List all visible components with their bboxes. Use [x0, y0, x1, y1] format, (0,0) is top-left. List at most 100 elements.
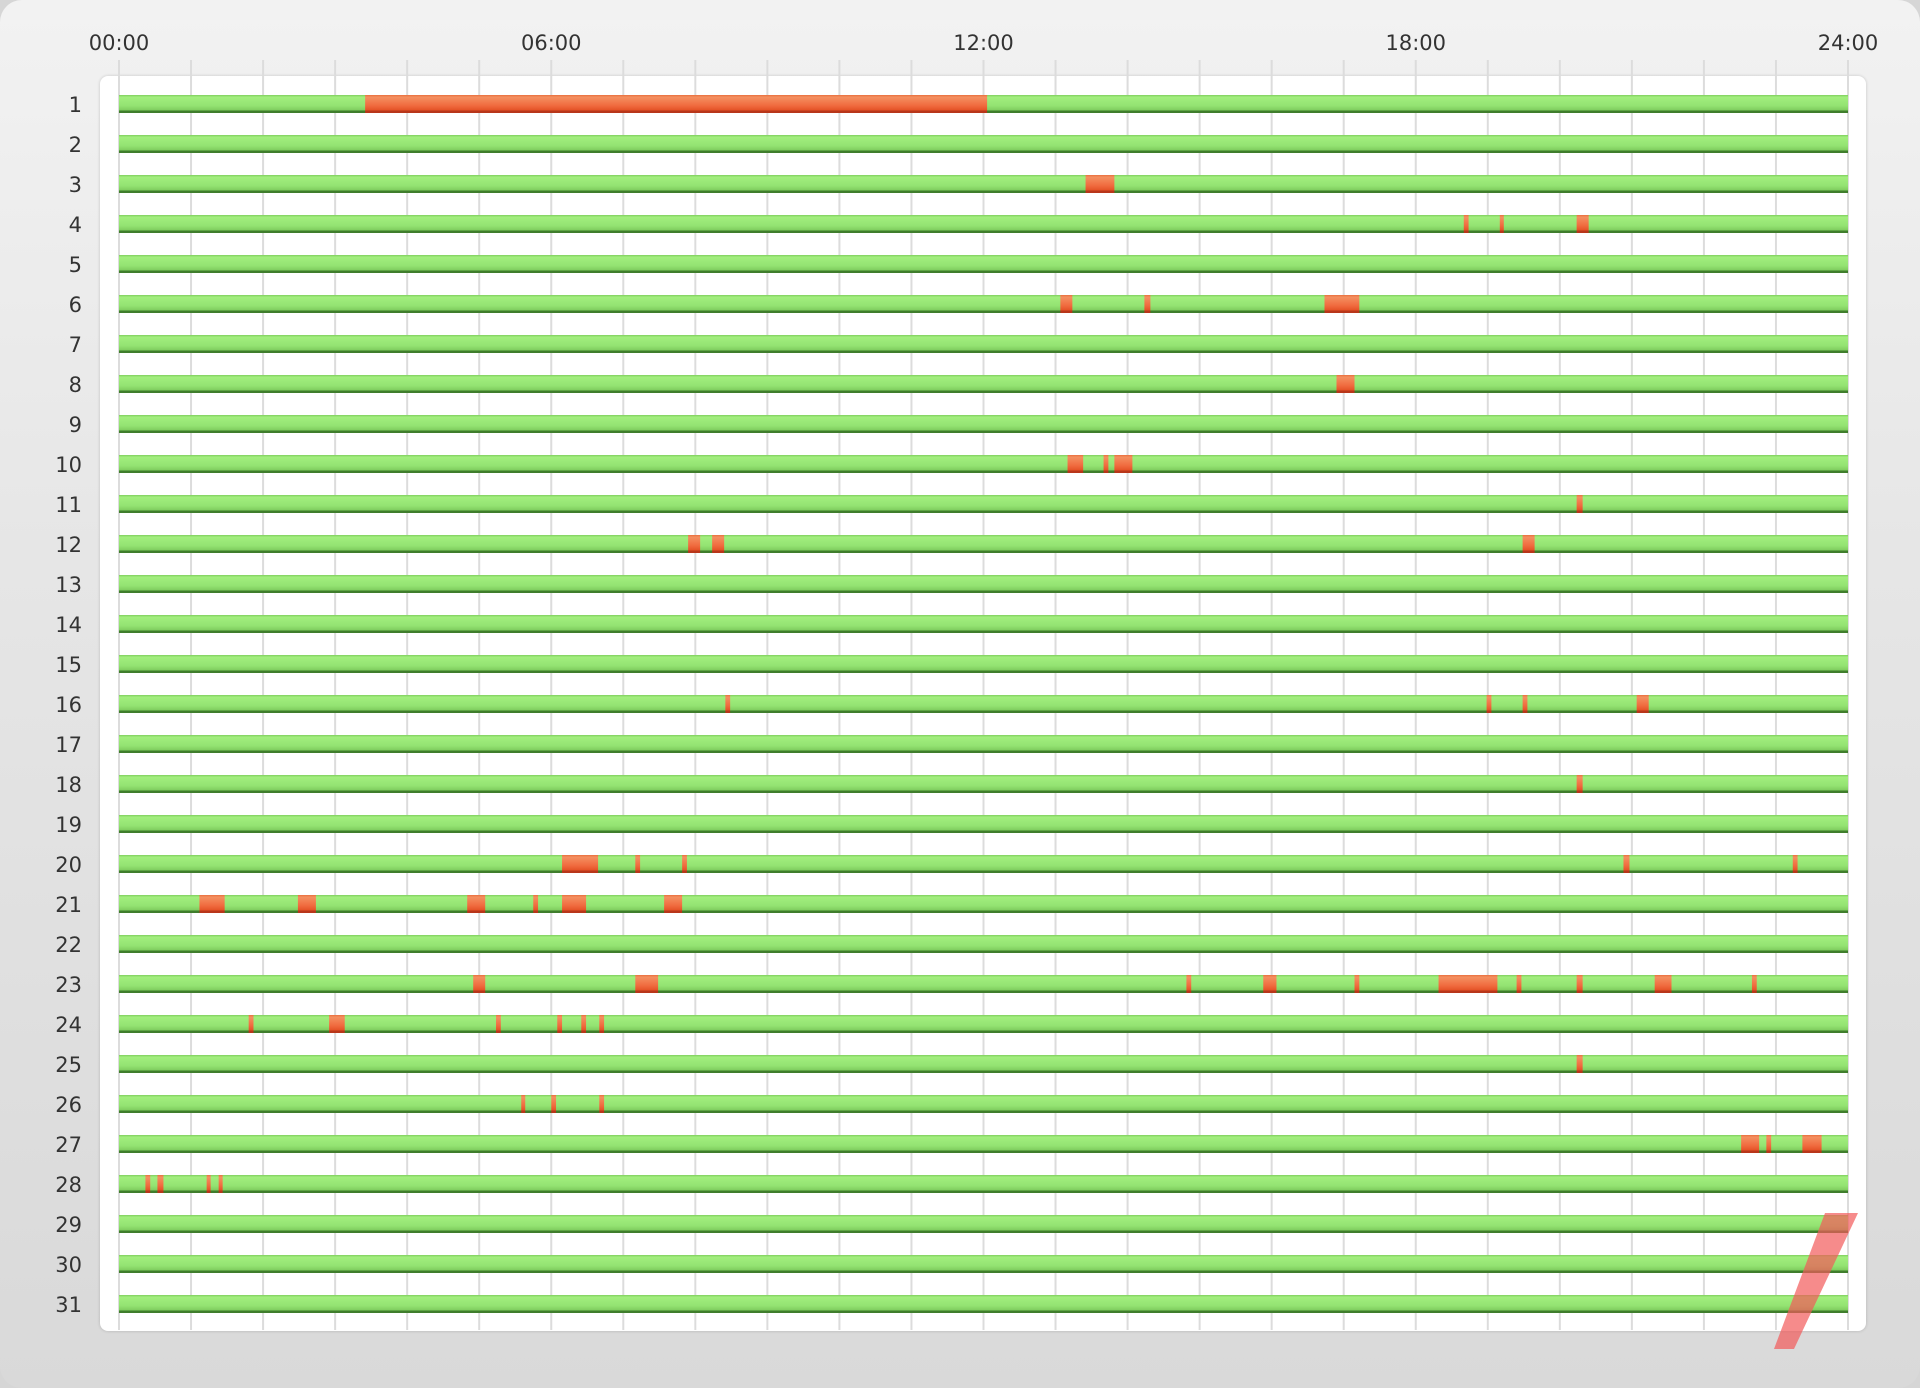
day-bar-normal [119, 895, 1848, 913]
x-tick-label: 18:00 [1385, 31, 1446, 55]
day-label: 20 [55, 853, 82, 877]
day-label: 2 [69, 133, 82, 157]
interruption-segment [1522, 535, 1535, 553]
x-tick-label: 00:00 [89, 31, 150, 55]
interruption-segment [1263, 975, 1277, 993]
interruption-segment [1623, 855, 1630, 873]
day-bar-normal [119, 935, 1848, 953]
interruption-segment [199, 895, 225, 913]
day-label: 27 [55, 1133, 82, 1157]
interruption-segment [1751, 975, 1757, 993]
day-bar-normal [119, 335, 1848, 353]
day-label: 4 [69, 213, 82, 237]
interruption-segment [1336, 375, 1355, 393]
day-bar-normal [119, 975, 1848, 993]
interruption-segment [581, 1015, 587, 1033]
day-label: 13 [55, 573, 82, 597]
x-tick-label: 12:00 [953, 31, 1014, 55]
interruption-segment [157, 1175, 164, 1193]
day-label: 5 [69, 253, 82, 277]
day-bar-normal [119, 615, 1848, 633]
interruption-segment [1576, 1055, 1583, 1073]
day-label: 8 [69, 373, 82, 397]
interruption-segment [1766, 1135, 1772, 1153]
interruption-segment [562, 895, 587, 913]
day-label: 25 [55, 1053, 82, 1077]
interruption-segment [206, 1175, 211, 1193]
day-bar-normal [119, 135, 1848, 153]
interruption-segment [1324, 295, 1360, 313]
interruption-segment [599, 1095, 605, 1113]
interruption-segment [1802, 1135, 1822, 1153]
interruption-segment [1516, 975, 1522, 993]
day-label: 12 [55, 533, 82, 557]
day-label: 28 [55, 1173, 82, 1197]
interruption-segment [682, 855, 687, 873]
day-bar-normal [119, 575, 1848, 593]
day-label: 3 [69, 173, 82, 197]
interruption-segment [1067, 455, 1084, 473]
day-bar-normal [119, 375, 1848, 393]
day-label: 7 [69, 333, 82, 357]
interruption-segment [551, 1095, 557, 1113]
day-label: 31 [55, 1293, 82, 1317]
interruption-segment [1060, 295, 1073, 313]
interruption-segment [1103, 455, 1109, 473]
day-label: 1 [69, 93, 82, 117]
day-bar-normal [119, 1215, 1848, 1233]
interruption-segment [1576, 775, 1583, 793]
day-bar-normal [119, 735, 1848, 753]
interruption-segment [218, 1175, 223, 1193]
interruption-segment [1636, 695, 1649, 713]
interruption-segment [1114, 455, 1133, 473]
interruption-segment [297, 895, 316, 913]
interruption-segment [635, 975, 659, 993]
interruption-segment [1576, 975, 1583, 993]
interruption-segment [1438, 975, 1498, 993]
interruption-segment [557, 1015, 563, 1033]
day-label: 30 [55, 1253, 82, 1277]
interruption-segment [1522, 695, 1528, 713]
x-tick-label: 06:00 [521, 31, 582, 55]
day-label: 18 [55, 773, 82, 797]
day-bar-normal [119, 1135, 1848, 1153]
day-label: 22 [55, 933, 82, 957]
day-label: 11 [55, 493, 82, 517]
interruption-segment [1741, 1135, 1760, 1153]
day-bar-normal [119, 255, 1848, 273]
day-bar-normal [119, 1175, 1848, 1193]
day-bar-normal [119, 495, 1848, 513]
day-bar-normal [119, 455, 1848, 473]
interruption-segment [1085, 175, 1115, 193]
day-bar-normal [119, 1295, 1848, 1313]
interruption-segment [1499, 215, 1504, 233]
day-label: 14 [55, 613, 82, 637]
day-label: 17 [55, 733, 82, 757]
day-bar-normal [119, 1255, 1848, 1273]
day-label: 6 [69, 293, 82, 317]
interruption-segment [688, 535, 701, 553]
interruption-segment [533, 895, 539, 913]
interruption-segment [1144, 295, 1151, 313]
day-bar-normal [119, 535, 1848, 553]
interruption-segment [725, 695, 731, 713]
day-bar-normal [119, 415, 1848, 433]
interruption-segment [365, 95, 988, 113]
interruption-segment [521, 1095, 526, 1113]
day-label: 16 [55, 693, 82, 717]
day-bar-normal [119, 295, 1848, 313]
day-bar-normal [119, 1015, 1848, 1033]
day-bar-normal [119, 175, 1848, 193]
interruption-segment [712, 535, 725, 553]
slash-overlay-mark [1774, 1213, 1858, 1349]
day-label: 21 [55, 893, 82, 917]
day-bar-normal [119, 775, 1848, 793]
interruption-segment [1354, 975, 1360, 993]
interruption-segment [1654, 975, 1672, 993]
interruption-segment [1186, 975, 1192, 993]
interruption-segment [1486, 695, 1492, 713]
day-bar-normal [119, 215, 1848, 233]
day-label: 29 [55, 1213, 82, 1237]
interruption-segment [473, 975, 486, 993]
